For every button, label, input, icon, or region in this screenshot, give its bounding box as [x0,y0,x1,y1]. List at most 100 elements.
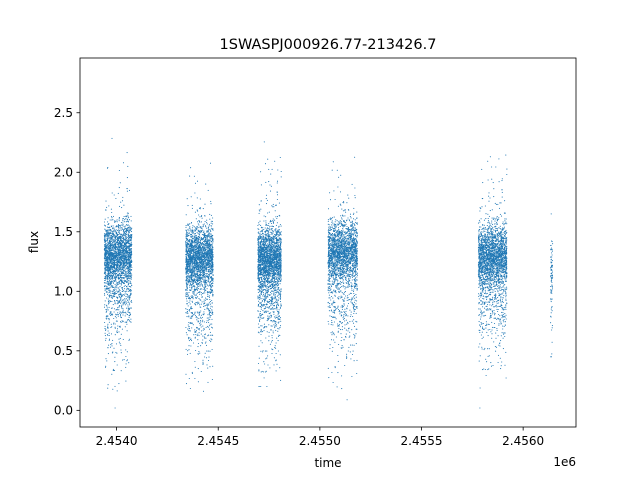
data-point [116,225,118,227]
data-point [186,271,189,273]
data-point [201,288,203,290]
data-point [185,256,187,258]
data-point [208,317,210,319]
data-point [118,331,120,333]
data-point [114,243,116,245]
data-point [209,315,211,317]
data-point [189,338,191,341]
data-point [199,352,201,354]
data-point [203,336,205,338]
data-point [122,359,124,361]
data-point [209,331,211,333]
data-point [200,262,202,264]
data-point [123,262,126,264]
data-point [129,258,131,260]
data-point [106,226,108,228]
data-point [188,377,190,380]
data-point [192,231,194,233]
data-point [208,321,210,323]
data-point [112,219,114,221]
data-point [121,228,123,230]
data-point [104,300,106,302]
data-point [110,285,112,287]
data-point [115,313,117,315]
data-point [197,342,200,345]
data-point [105,273,107,275]
data-point [125,349,127,351]
data-point [110,236,112,238]
data-point [116,332,119,334]
data-point [205,304,207,307]
data-point [123,245,125,247]
data-point [186,244,188,246]
data-point [125,363,127,365]
data-point [121,257,123,259]
data-point [117,238,119,240]
data-point [206,253,208,255]
data-point [210,338,212,340]
data-point [108,281,110,283]
data-point [128,233,130,236]
data-point [192,315,194,317]
data-point [203,305,205,307]
data-point [109,231,111,233]
data-point [115,351,117,353]
data-point [128,272,130,274]
data-point [203,230,205,232]
data-point [199,208,201,210]
data-point [202,261,204,263]
data-point [107,298,109,300]
data-point [212,217,214,219]
data-point [208,356,210,358]
data-point [189,232,191,234]
data-point [107,387,109,389]
data-point [120,344,122,346]
data-point [108,256,110,258]
data-point [130,321,132,323]
data-point [114,254,116,256]
data-point [198,282,200,284]
data-point [106,275,108,277]
data-point [190,297,193,299]
data-point [194,336,196,338]
data-point [120,370,122,372]
data-point [200,291,202,294]
data-point [110,208,112,210]
data-point [191,288,193,290]
data-point [106,235,108,237]
data-point [209,243,211,245]
data-point [122,255,124,257]
data-point [185,242,187,244]
data-point [109,234,111,236]
data-point [127,299,129,301]
data-point [111,137,113,139]
data-point [185,253,187,255]
data-point [187,350,189,352]
data-point [112,268,114,270]
data-point [196,259,198,261]
data-point [188,255,190,257]
data-point [114,361,116,363]
data-point [188,296,190,298]
data-point [112,296,114,298]
data-point [194,262,196,264]
data-point [203,301,205,303]
data-point [104,366,107,368]
data-point [202,208,204,210]
data-point [119,245,121,247]
data-point [200,231,202,233]
data-point [197,276,199,278]
data-point [212,291,214,293]
data-point [112,215,115,217]
data-point [109,244,112,246]
data-point [126,271,128,273]
data-point [105,289,107,291]
data-point [114,248,117,250]
data-point [203,232,205,234]
data-point [119,226,121,228]
data-point [122,272,124,274]
data-point [127,290,129,292]
data-point [200,215,203,218]
data-point [123,225,125,228]
data-point [187,223,189,225]
